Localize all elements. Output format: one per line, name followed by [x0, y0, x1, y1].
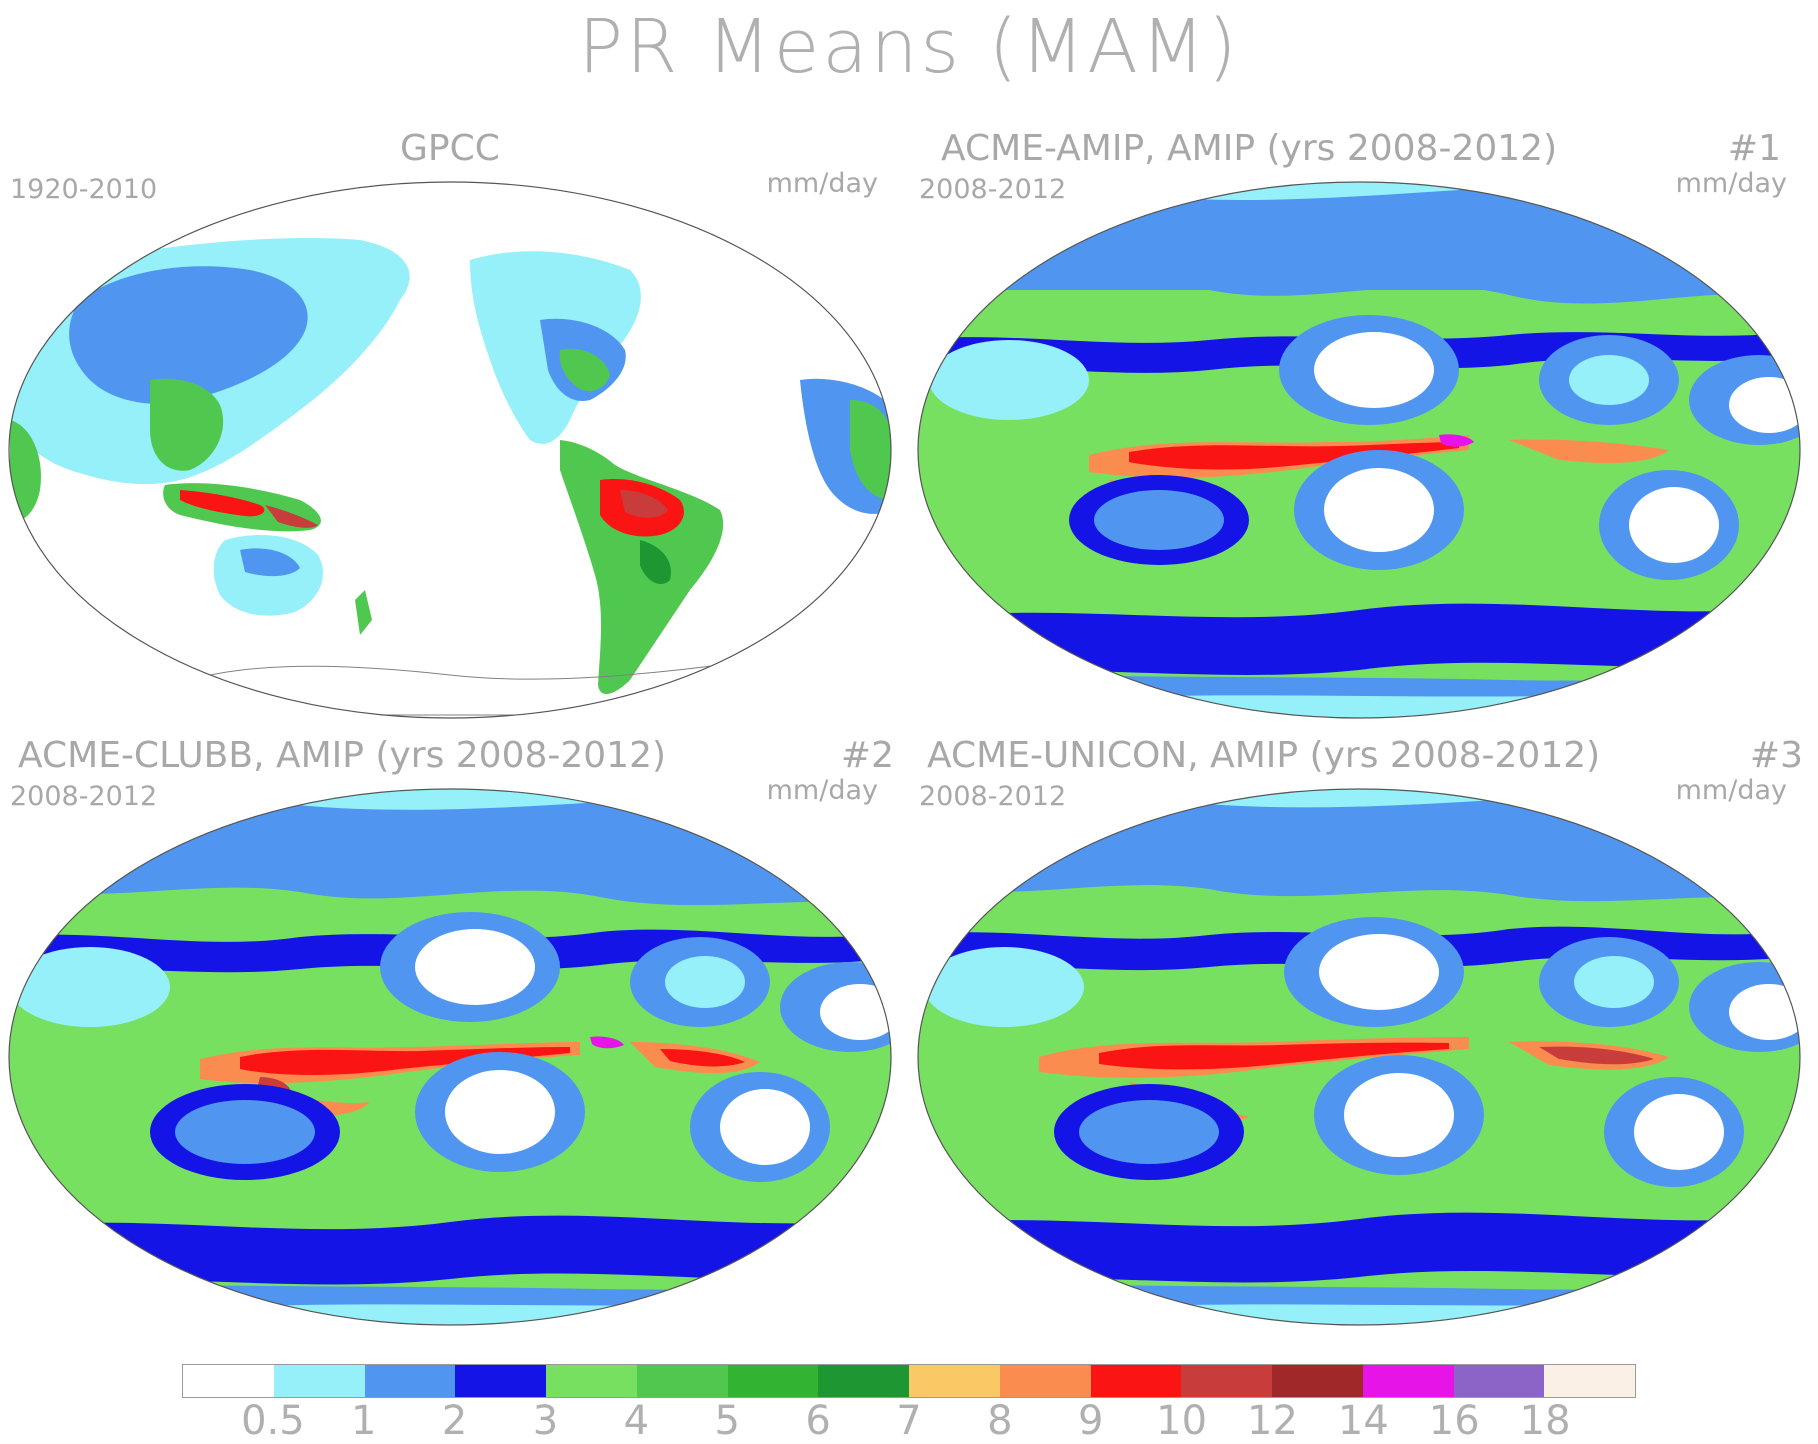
colorbar-tick-label: 5: [714, 1398, 740, 1444]
units-label: mm/day: [1675, 775, 1787, 806]
colorbar-tick-label: 18: [1519, 1398, 1571, 1444]
map-gpcc: [8, 181, 892, 719]
colorbar-tick-label: 16: [1428, 1398, 1480, 1444]
colorbar-tick-label: 8: [987, 1398, 1013, 1444]
panel-acme-unicon: ACME-UNICON, AMIP (yrs 2008-2012) #3 200…: [909, 735, 1809, 1345]
colorbar-box: [546, 1365, 637, 1397]
colorbar-box: [364, 1365, 456, 1397]
colorbar-tick-label: 9: [1078, 1398, 1104, 1444]
colorbar-tick-label: 10: [1156, 1398, 1208, 1444]
colorbar-box: [909, 1365, 1000, 1397]
map-acme-amip: [917, 181, 1801, 719]
colorbar-box: [1090, 1365, 1182, 1397]
main-title: PR Means (MAM): [578, 4, 1240, 90]
panel-acme-clubb: ACME-CLUBB, AMIP (yrs 2008-2012) #2 2008…: [0, 735, 900, 1345]
colorbar-tick-label: 0.5: [241, 1398, 305, 1444]
colorbar-tick-label: 2: [441, 1398, 468, 1444]
colorbar: [182, 1364, 1636, 1398]
colorbar-box: [1181, 1365, 1272, 1397]
colorbar-tick-label: 12: [1247, 1398, 1298, 1444]
colorbar-box: [818, 1365, 909, 1397]
panel-title: GPCC: [400, 128, 500, 169]
colorbar-box: [273, 1365, 365, 1397]
panel-acme-amip: ACME-AMIP, AMIP (yrs 2008-2012) #1 2008-…: [909, 128, 1809, 738]
panel-gpcc: GPCC 1920-2010 mm/day: [0, 128, 900, 738]
colorbar-box: [455, 1365, 546, 1397]
map-acme-clubb: [8, 788, 892, 1326]
period-label: 2008-2012: [919, 174, 1067, 205]
colorbar-labels: 0.5 1 2 3 4 5 6 7 8 9 10 12 14 16 18: [0, 1398, 1818, 1444]
colorbar-tick-label: 14: [1337, 1398, 1389, 1444]
colorbar-box: [1272, 1365, 1363, 1397]
panel-number: #1: [1727, 128, 1781, 169]
colorbar-box: [999, 1365, 1091, 1397]
panel-title: ACME-CLUBB, AMIP (yrs 2008-2012): [18, 735, 667, 776]
colorbar-tick-label: 6: [805, 1398, 831, 1444]
colorbar-tick-label: 3: [532, 1398, 559, 1444]
panel-title: ACME-UNICON, AMIP (yrs 2008-2012): [927, 735, 1601, 776]
colorbar-box: [1453, 1365, 1545, 1397]
colorbar-box: [1362, 1365, 1454, 1397]
panel-number: #3: [1749, 735, 1803, 776]
colorbar-box: [727, 1365, 819, 1397]
panel-number: #2: [840, 735, 894, 776]
colorbar-box: [1544, 1365, 1635, 1397]
period-label: 2008-2012: [919, 781, 1067, 812]
map-acme-unicon: [917, 788, 1801, 1326]
units-label: mm/day: [766, 168, 878, 199]
period-label: 2008-2012: [10, 781, 158, 812]
units-label: mm/day: [766, 775, 878, 806]
colorbar-tick-label: 7: [896, 1398, 922, 1444]
units-label: mm/day: [1675, 168, 1787, 199]
period-label: 1920-2010: [10, 174, 158, 205]
panel-title: ACME-AMIP, AMIP (yrs 2008-2012): [941, 128, 1558, 169]
colorbar-box: [183, 1365, 274, 1397]
colorbar-tick-label: 1: [351, 1398, 377, 1444]
colorbar-tick-label: 4: [623, 1398, 650, 1444]
colorbar-box: [636, 1365, 728, 1397]
